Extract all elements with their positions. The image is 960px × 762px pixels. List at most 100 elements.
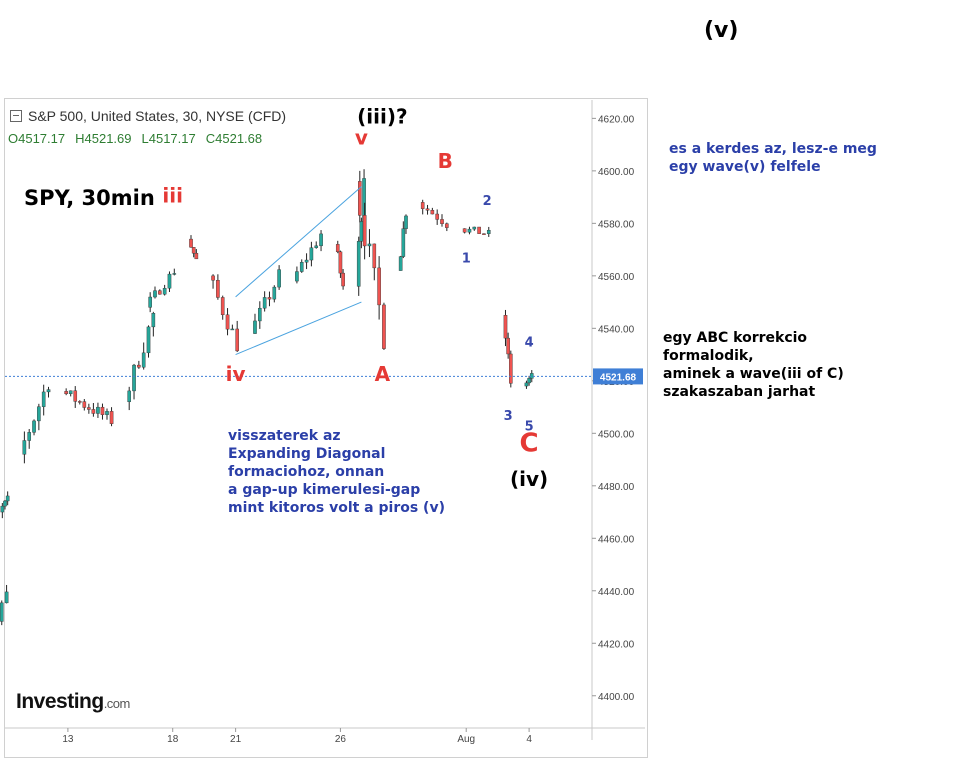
- chart-title: SPY, 30min: [24, 186, 155, 210]
- ohlc-readout: O4517.17 H4521.69 L4517.17 C4521.68: [8, 131, 272, 146]
- candle-body: [358, 181, 362, 216]
- candle-body: [87, 407, 91, 410]
- y-tick-label: 4400.00: [598, 692, 635, 703]
- y-tick-label: 4540.00: [598, 324, 635, 335]
- chart-panel: [4, 98, 648, 758]
- candle-body: [235, 328, 239, 352]
- candle-body: [430, 210, 435, 215]
- candle-body: [299, 262, 304, 272]
- candle-body: [96, 406, 100, 414]
- candle-body: [41, 391, 46, 407]
- candle-body: [230, 328, 235, 331]
- note-right-top: es a kerdes az, lesz-e meg egy wave(v) f…: [669, 140, 877, 176]
- candle-body: [382, 304, 386, 349]
- candle-body: [477, 226, 481, 234]
- candle-body: [253, 320, 257, 334]
- candle-body: [335, 244, 340, 253]
- high-value: H4521.69: [75, 131, 132, 146]
- investing-logo: Investing.com: [16, 690, 130, 714]
- candle-body: [0, 505, 5, 513]
- candle-body: [435, 213, 439, 220]
- wave-label: iv: [226, 362, 246, 386]
- candle-body: [304, 259, 309, 263]
- y-tick-label: 4620.00: [598, 114, 635, 125]
- instrument-name: S&P 500, United States, 30, NYSE (CFD): [28, 108, 287, 124]
- x-tick-label: 13: [62, 734, 74, 745]
- candle-body: [211, 275, 215, 281]
- note-line: egy wave(v) felfele: [669, 159, 821, 175]
- y-tick-label: 4420.00: [598, 639, 635, 650]
- candle-body: [189, 238, 193, 248]
- wave-label: B: [438, 149, 453, 173]
- candle-body: [127, 390, 131, 403]
- candle-body: [272, 286, 277, 300]
- candle-body: [141, 352, 146, 368]
- note-line: es a kerdes az, lesz-e meg: [669, 141, 877, 157]
- x-tick-label: Aug: [457, 734, 475, 745]
- diagonal-upper-boundary: [235, 186, 362, 298]
- candle-body: [191, 247, 196, 254]
- logo-suffix: .com: [103, 696, 131, 711]
- candle-body: [146, 326, 151, 354]
- candle-body: [77, 401, 82, 403]
- candle-body: [503, 315, 508, 339]
- candle-body: [467, 228, 472, 233]
- y-tick-label: 4600.00: [598, 167, 635, 178]
- candle-body: [22, 440, 27, 455]
- candle-body: [73, 390, 78, 402]
- candle-body: [372, 243, 377, 269]
- candle-body: [225, 314, 230, 330]
- note-line: Expanding Diagonal: [228, 446, 386, 462]
- wave-label: 3: [504, 409, 513, 424]
- candle-body: [167, 273, 172, 289]
- low-value: L4517.17: [141, 131, 196, 146]
- top-wave-label: (v): [704, 18, 739, 43]
- candle-body: [319, 233, 323, 247]
- note-line: a gap-up kimerulesi-gap: [228, 482, 421, 498]
- note-line: szakaszaban jarhat: [663, 384, 816, 400]
- note-bottom-left: visszaterek az Expanding Diagonal formac…: [228, 427, 445, 517]
- candle-body: [295, 271, 299, 282]
- y-tick-label: 4560.00: [598, 272, 635, 283]
- wave-label: (iii)?: [357, 105, 407, 129]
- candle-body: [362, 215, 367, 247]
- wave-label: 1: [462, 252, 471, 267]
- current-price-label: 4521.68: [600, 372, 637, 383]
- candle-body: [377, 267, 381, 306]
- candle-body: [341, 272, 345, 287]
- candle-body: [4, 591, 9, 604]
- candle-body: [529, 373, 534, 379]
- candle-body: [105, 411, 109, 415]
- wave-label: A: [375, 362, 391, 386]
- candle-body: [194, 252, 199, 260]
- wave-label: 2: [483, 194, 492, 209]
- note-line: aminek a wave(iii of C): [663, 366, 844, 382]
- note-line: mint kitoros volt a piros (v): [228, 500, 445, 516]
- candle-body: [472, 226, 477, 230]
- collapse-icon[interactable]: [10, 110, 22, 122]
- y-tick-label: 4480.00: [598, 482, 635, 493]
- note-right-mid: egy ABC korrekcio formalodik, aminek a w…: [663, 329, 844, 401]
- candle-body: [524, 382, 529, 387]
- candle-body: [220, 297, 225, 316]
- open-value: O4517.17: [8, 131, 66, 146]
- candle-body: [356, 241, 361, 287]
- wave-label: C: [520, 429, 539, 459]
- candle-body: [309, 247, 314, 261]
- candle-body: [527, 378, 531, 384]
- candle-body: [445, 223, 449, 228]
- candle-body: [267, 297, 272, 300]
- candle-body: [482, 233, 486, 235]
- candle-body: [3, 500, 7, 507]
- candle-body: [172, 273, 177, 275]
- candle-body: [109, 411, 114, 424]
- candle-body: [314, 245, 319, 248]
- candle-body: [46, 389, 51, 393]
- candle-body: [64, 391, 68, 395]
- candle-body: [420, 202, 425, 209]
- candle-body: [462, 228, 467, 233]
- candle-body: [486, 230, 491, 234]
- note-line: egy ABC korrekcio: [663, 330, 808, 346]
- y-tick-label: 4500.00: [598, 429, 635, 440]
